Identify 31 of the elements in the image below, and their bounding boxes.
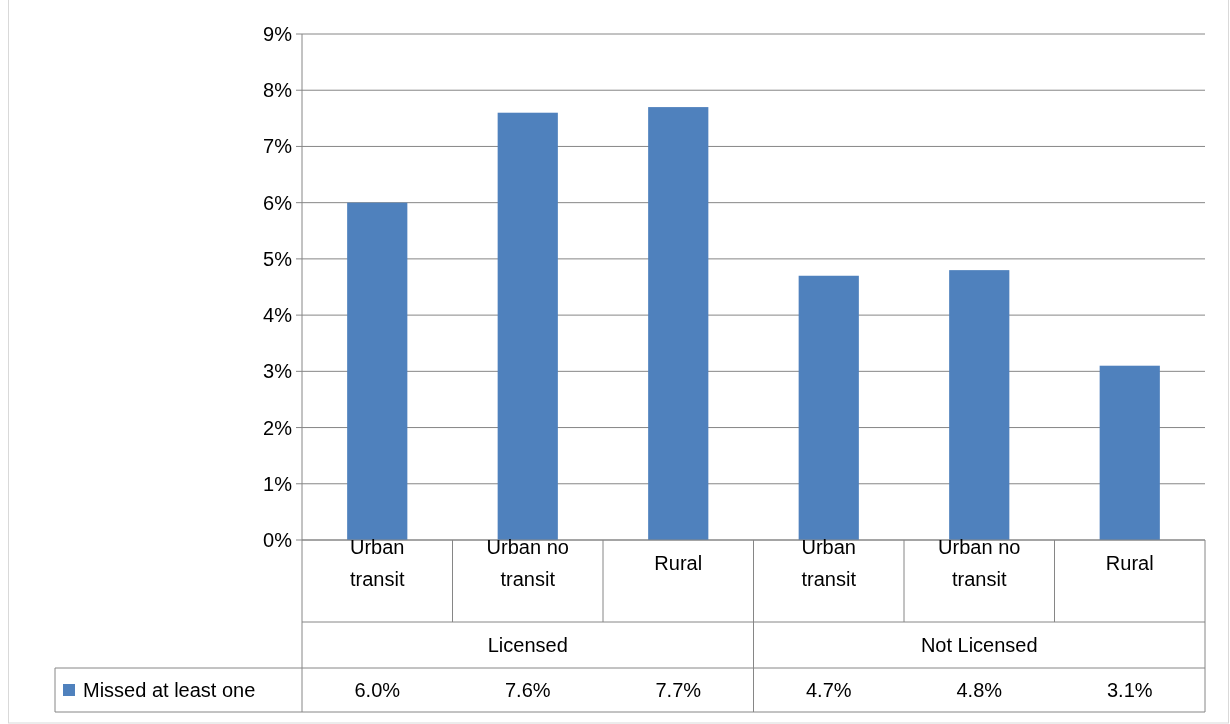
data-label: 7.6% (504, 679, 551, 701)
data-label: 7.7% (655, 679, 702, 701)
bar (949, 270, 1010, 540)
y-tick-label: 8% (263, 79, 293, 102)
bar (347, 202, 408, 540)
data-label: 6.0% (354, 679, 401, 701)
y-tick-label: 4% (263, 304, 293, 327)
y-tick-label: 7% (263, 135, 293, 158)
bar (497, 112, 558, 540)
x-tick-label: Urban transit (350, 536, 405, 590)
data-label: 4.8% (956, 679, 1003, 701)
text: Licensed (487, 634, 568, 656)
bar (798, 275, 859, 540)
y-tick-label: 0% (263, 529, 293, 551)
bar (648, 107, 709, 540)
x-tick-label: Urban no transit (486, 536, 569, 590)
bar (1099, 365, 1160, 540)
data-label: 3.1% (1106, 679, 1153, 701)
y-tick-label: 1% (263, 472, 293, 495)
text: Not Licensed (920, 634, 1038, 656)
data-label: 4.7% (805, 679, 852, 701)
x-tick-label: Urban no transit (938, 536, 1021, 590)
x-tick-label: Rural (1105, 552, 1154, 574)
y-tick-label: 6% (263, 191, 293, 214)
y-tick-label: 2% (263, 416, 293, 439)
x-tick-label: Rural (654, 552, 703, 574)
x-tick-label: Urban transit (801, 536, 857, 590)
y-tick-label: 3% (263, 360, 293, 383)
legend-label: Missed at least one (83, 679, 256, 701)
y-tick-label: 5% (263, 247, 293, 270)
y-tick-label: 9% (263, 23, 293, 45)
